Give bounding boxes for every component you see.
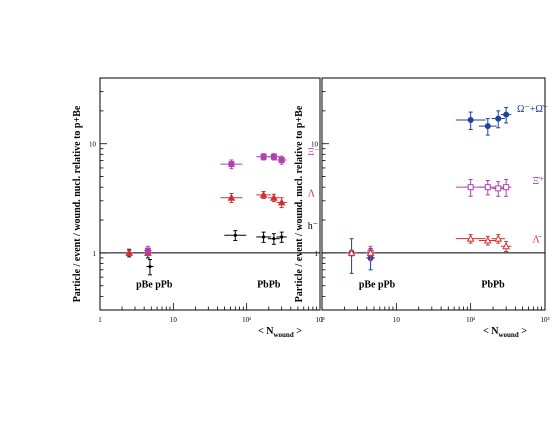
x-tick-label: 10³ (315, 316, 324, 324)
data-point (345, 248, 358, 257)
x-axis-label: < Nwound > (258, 326, 302, 339)
plot-frame (99, 77, 321, 311)
dot-marker (148, 264, 152, 269)
data-point (220, 193, 243, 203)
data-point (478, 118, 497, 136)
data-point (500, 106, 512, 124)
y-axis-label: Particle / event / wound. nucl. relative… (72, 105, 83, 302)
dot-marker (233, 233, 237, 237)
series-group: Ξ⁻ (220, 147, 320, 170)
square-marker (278, 156, 285, 163)
triangle-marker (277, 198, 286, 206)
data-point (276, 197, 287, 209)
triangle-marker (366, 248, 375, 256)
square-marker (144, 247, 151, 254)
data-point (125, 248, 134, 256)
dot-marker (261, 235, 266, 239)
y-axis-label: Particle / event / wound. nucl. relative… (294, 105, 305, 302)
data-point (491, 110, 505, 129)
series-label: Λ (308, 188, 316, 199)
series-group: Λ̄ (345, 234, 542, 258)
series-group (144, 245, 152, 256)
square-marker (495, 185, 502, 192)
triangle-marker (347, 248, 356, 256)
group-label: PbPb (481, 280, 505, 291)
data-point (256, 231, 271, 243)
x-axis-label: < Nwound > (483, 326, 527, 339)
x-tick-label: 10² (242, 316, 251, 324)
triangle-marker (227, 193, 236, 201)
square-marker (228, 161, 235, 168)
square-marker (260, 153, 267, 160)
data-point (276, 231, 287, 243)
series-label: Ω⁻+Ω̄⁺ (517, 104, 548, 115)
data-point (491, 234, 505, 244)
data-point (366, 248, 376, 258)
circle-marker (467, 116, 474, 123)
data-point (268, 233, 280, 245)
x-tick-label: 10³ (540, 316, 549, 324)
x-tick-label: 10 (393, 316, 401, 324)
x-tick-label: 1 (320, 316, 324, 324)
data-point (256, 190, 271, 200)
circle-marker (503, 111, 510, 118)
dot-marker (280, 235, 284, 239)
data-point (276, 155, 287, 165)
data-point (491, 181, 505, 197)
y-tick-label: 1 (93, 250, 97, 258)
square-marker (270, 153, 277, 160)
data-point (500, 179, 512, 197)
square-marker (503, 184, 510, 191)
data-point (146, 259, 154, 276)
triangle-marker (494, 234, 503, 242)
x-tick-label: 1 (98, 316, 102, 324)
x-tick-label: 10² (466, 316, 475, 324)
data-point (144, 245, 152, 256)
group-label: pBe pPb (136, 280, 173, 291)
group-label: pBe pPb (359, 280, 396, 291)
series-group: h⁻ (125, 221, 318, 276)
series-group: Λ (220, 188, 316, 209)
data-point (224, 230, 247, 241)
series-label: Λ̄ (533, 234, 542, 245)
data-point (500, 241, 512, 253)
square-marker (484, 184, 491, 191)
x-tick-label: 10 (170, 316, 178, 324)
square-marker (467, 184, 474, 191)
data-point (455, 234, 486, 244)
y-tick-label: 10 (89, 141, 97, 149)
series-label: Ξ̄⁺ (533, 176, 545, 187)
circle-marker (495, 115, 502, 122)
series-label: Ξ⁻ (308, 147, 320, 158)
data-point (268, 193, 280, 203)
series-label: h⁻ (308, 221, 318, 232)
data-point (478, 235, 497, 246)
data-point (268, 153, 280, 161)
circle-marker (484, 123, 491, 130)
triangle-marker (502, 242, 510, 250)
series-group: Ξ̄⁺ (366, 176, 545, 262)
data-point (220, 159, 243, 170)
triangle-marker (259, 190, 268, 198)
y-tick-label: 10 (311, 141, 319, 149)
y-tick-label: 1 (315, 250, 319, 258)
triangle-marker (466, 234, 475, 242)
triangle-marker (125, 248, 134, 256)
series-group: Ω⁻+Ω̄⁺ (345, 104, 548, 274)
data-point (455, 179, 486, 197)
plot-frame (321, 77, 546, 311)
dot-marker (272, 237, 276, 241)
triangle-marker (270, 193, 278, 201)
group-label: PbPb (257, 280, 281, 291)
triangle-marker (483, 236, 492, 244)
data-point (478, 180, 497, 196)
data-point (455, 111, 486, 131)
